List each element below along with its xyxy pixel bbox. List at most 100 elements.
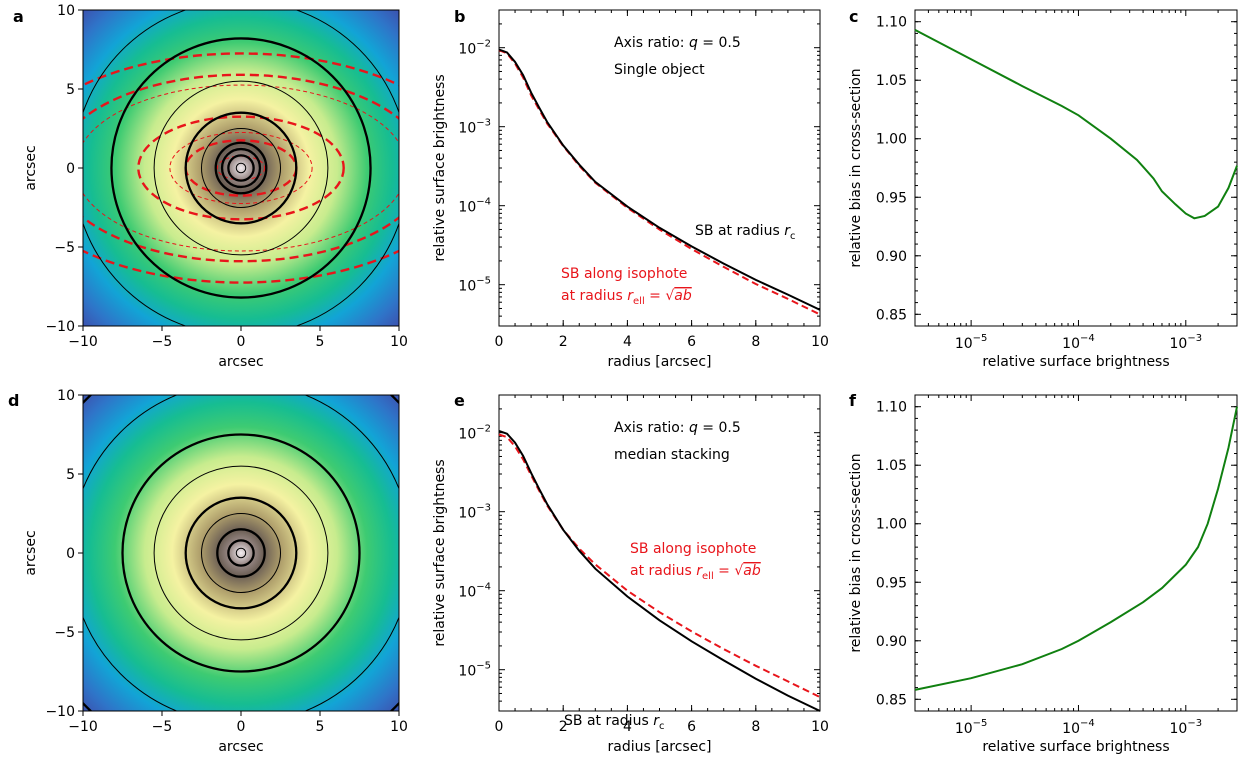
text-span: ab	[743, 563, 761, 579]
x-tick-label: 10	[390, 334, 408, 350]
text-span: 10	[1169, 721, 1187, 737]
y-tick-label: −10	[45, 704, 75, 720]
text-span: 10	[458, 42, 476, 58]
y-tick-label: 5	[66, 467, 75, 483]
contour-thick	[216, 528, 266, 578]
y-tick-label: 1.10	[876, 15, 907, 31]
y-tick-label: 1.00	[876, 517, 907, 533]
text-span: −5	[476, 276, 491, 287]
text-span: 10	[955, 336, 973, 352]
text-span: ab	[674, 288, 692, 304]
text-span: −4	[476, 582, 491, 593]
text-span: −4	[1080, 718, 1095, 729]
text-span: r	[696, 563, 703, 579]
brightness-map	[83, 395, 399, 711]
y-tick-label: 10−4	[458, 197, 491, 216]
text-span: q	[689, 35, 698, 51]
panel-label-c: c	[849, 7, 858, 26]
x-tick-label: −10	[68, 719, 98, 735]
x-tick-label: 10−3	[1169, 718, 1202, 737]
x-tick-label: 10−3	[1169, 333, 1202, 352]
text-span: ell	[633, 296, 645, 307]
contour-thin	[153, 80, 329, 256]
x-tick-label: 10	[390, 719, 408, 735]
x-tick-label: 10−5	[955, 718, 988, 737]
contour-thick	[184, 111, 298, 225]
text-span: −3	[1187, 718, 1202, 729]
text-span: SB at radius	[564, 713, 653, 729]
y-tick-label: 10−3	[458, 503, 491, 522]
x-tick-label: −10	[68, 334, 98, 350]
y-tick-label: −5	[54, 240, 75, 256]
rc-annotation: SB at radius rc	[564, 713, 664, 732]
y-tick-label: −10	[45, 319, 75, 335]
y-tick-label: 10−3	[458, 118, 491, 137]
series-line-isophote	[498, 433, 821, 698]
y-tick-label: 0.95	[876, 190, 907, 206]
y-axis-label: relative surface brightness	[432, 74, 448, 261]
series-line-bias	[914, 406, 1238, 691]
y-axis-label: relative surface brightness	[432, 459, 448, 646]
y-tick-label: 0.90	[876, 249, 907, 265]
x-axis-label: relative surface brightness	[982, 739, 1169, 755]
y-tick-label: 1.05	[876, 73, 907, 89]
isophote-annotation: SB along isophote	[561, 266, 687, 282]
y-tick-label: 10−5	[458, 276, 491, 295]
object-text: Single object	[614, 62, 705, 78]
panel-c: 10−5 10−4 10−30.850.900.951.001.051.10rela…	[848, 9, 1238, 370]
text-span: √	[734, 563, 743, 579]
y-tick-label: 10−5	[458, 661, 491, 680]
x-axis-label: arcsec	[218, 354, 263, 370]
annotations-b: Axis ratio: q = 0.5 Single object SB at ra…	[561, 35, 795, 307]
text-span: r	[784, 223, 791, 239]
text-span: =	[645, 288, 666, 304]
text-span: 10	[1062, 336, 1080, 352]
text-span: c	[790, 231, 796, 242]
x-tick-label: 2	[559, 719, 568, 735]
x-tick-label: 4	[623, 334, 632, 350]
x-tick-label: 10	[811, 719, 829, 735]
y-tick-label: 1.10	[876, 400, 907, 416]
axis-ratio-text: Axis ratio: q = 0.5	[614, 420, 741, 436]
y-axis-label: arcsec	[23, 145, 39, 190]
y-tick-label: 1.05	[876, 458, 907, 474]
image-area	[83, 10, 399, 326]
text-span: = 0.5	[698, 35, 741, 51]
text-span: 10	[458, 585, 476, 601]
y-tick-label: 10−2	[458, 424, 491, 443]
x-axis-label: radius [arcsec]	[608, 354, 712, 370]
panel-label-a: a	[13, 7, 24, 26]
text-span: Axis ratio:	[614, 420, 689, 436]
y-tick-label: 10−2	[458, 39, 491, 58]
y-tick-label: 0.85	[876, 307, 907, 323]
x-tick-label: 2	[559, 334, 568, 350]
axes-frame	[914, 394, 1238, 712]
panel-label-f: f	[849, 391, 857, 410]
contour-thick	[214, 141, 268, 195]
x-tick-label: 0	[237, 719, 246, 735]
y-axis-label: relative bias in cross-section	[848, 68, 864, 267]
contour-thin	[201, 128, 281, 208]
image-area	[83, 395, 399, 711]
text-span: −3	[476, 503, 491, 514]
text-span: −5	[973, 333, 988, 344]
y-tick-label: 10−4	[458, 582, 491, 601]
y-tick-label: 1.00	[876, 132, 907, 148]
isophote-annotation: SB along isophote	[630, 541, 756, 557]
y-tick-label: −5	[54, 625, 75, 641]
x-axis-label: arcsec	[218, 739, 263, 755]
x-tick-label: 4	[623, 719, 632, 735]
x-tick-label: 8	[751, 719, 760, 735]
text-span: q	[689, 420, 698, 436]
panel-label-b: b	[454, 7, 465, 26]
text-span: −5	[973, 718, 988, 729]
text-span: r	[653, 713, 660, 729]
contour-thin	[235, 547, 247, 559]
x-tick-label: 10	[811, 334, 829, 350]
text-span: 10	[458, 427, 476, 443]
text-span: Axis ratio:	[614, 35, 689, 51]
y-tick-label: 0.95	[876, 575, 907, 591]
series-line-bias	[914, 29, 1238, 220]
text-span: 10	[1062, 721, 1080, 737]
panel-f: 10−5 10−4 10−30.850.900.951.001.051.10rela…	[848, 394, 1238, 755]
